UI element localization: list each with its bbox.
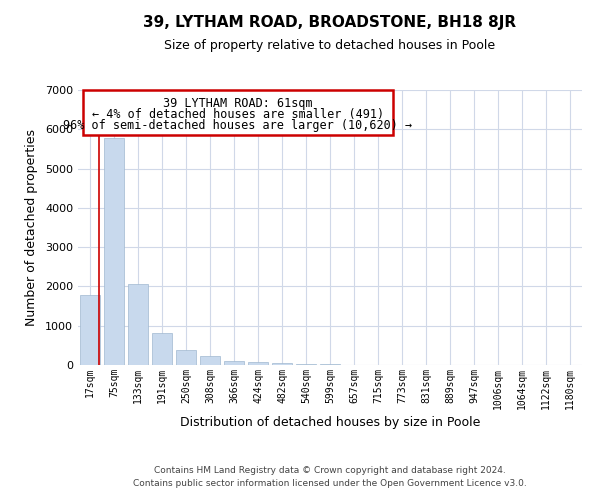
- X-axis label: Distribution of detached houses by size in Poole: Distribution of detached houses by size …: [180, 416, 480, 429]
- Bar: [80, 295, 100, 365]
- Bar: [104, 138, 124, 365]
- Bar: [224, 360, 244, 365]
- Bar: [176, 350, 196, 365]
- Bar: [152, 333, 172, 365]
- Bar: [272, 363, 292, 365]
- Text: 39 LYTHAM ROAD: 61sqm: 39 LYTHAM ROAD: 61sqm: [163, 97, 313, 110]
- Text: 96% of semi-detached houses are larger (10,620) →: 96% of semi-detached houses are larger (…: [64, 119, 413, 132]
- Bar: [200, 356, 220, 365]
- Text: ← 4% of detached houses are smaller (491): ← 4% of detached houses are smaller (491…: [92, 108, 384, 121]
- Bar: [128, 284, 148, 365]
- Bar: [320, 364, 340, 365]
- Text: Size of property relative to detached houses in Poole: Size of property relative to detached ho…: [164, 38, 496, 52]
- Text: 39, LYTHAM ROAD, BROADSTONE, BH18 8JR: 39, LYTHAM ROAD, BROADSTONE, BH18 8JR: [143, 15, 517, 30]
- FancyBboxPatch shape: [83, 90, 393, 136]
- Text: Contains HM Land Registry data © Crown copyright and database right 2024.
Contai: Contains HM Land Registry data © Crown c…: [133, 466, 527, 487]
- Bar: [296, 364, 316, 365]
- Y-axis label: Number of detached properties: Number of detached properties: [25, 129, 38, 326]
- Bar: [248, 362, 268, 365]
